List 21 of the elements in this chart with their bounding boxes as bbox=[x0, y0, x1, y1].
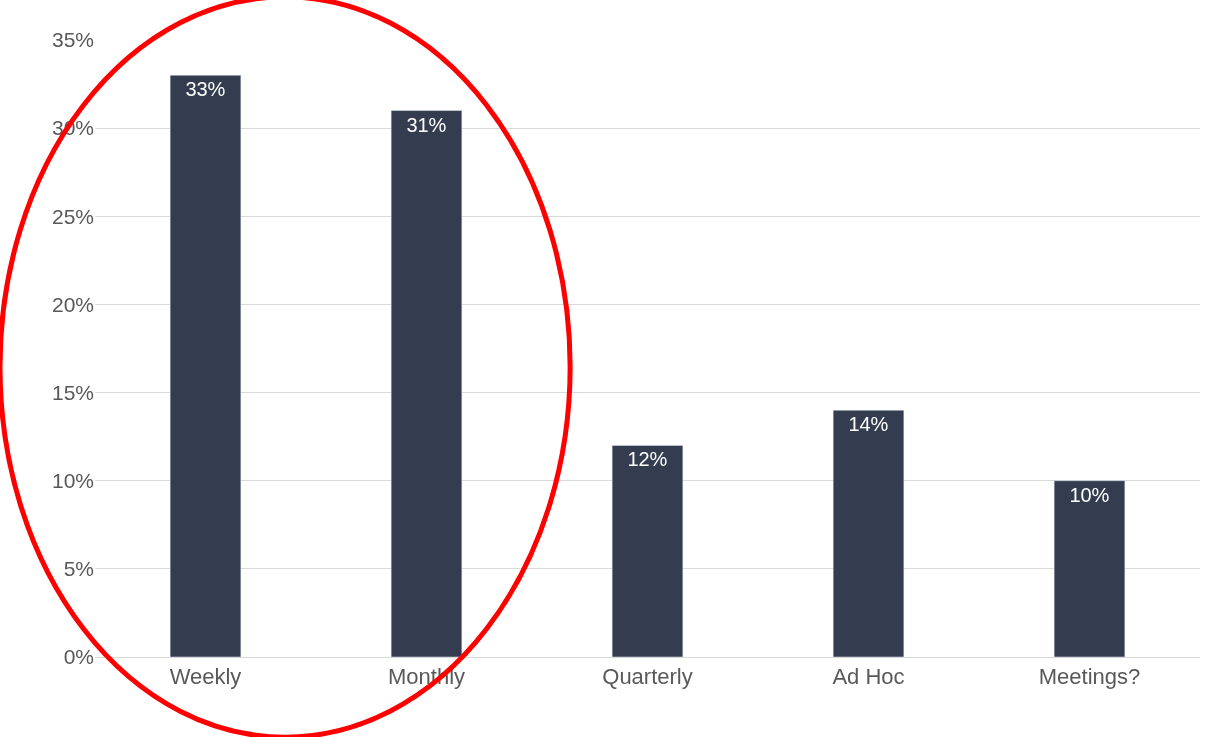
data-label: 10% bbox=[1069, 483, 1110, 506]
data-label: 33% bbox=[185, 78, 226, 101]
x-tick-label: Quarterly bbox=[602, 664, 693, 690]
y-tick-label: 20% bbox=[51, 292, 94, 316]
data-label: 12% bbox=[627, 448, 668, 471]
x-tick-label: Ad Hoc bbox=[832, 664, 905, 690]
bar bbox=[390, 110, 463, 657]
y-tick-label: 5% bbox=[63, 557, 94, 581]
y-tick-label: 10% bbox=[51, 469, 94, 493]
bar bbox=[1053, 480, 1126, 657]
x-tick-label: Meetings? bbox=[1038, 664, 1141, 690]
data-label: 31% bbox=[406, 113, 447, 136]
data-label: 14% bbox=[848, 413, 889, 436]
y-tick-label: 35% bbox=[51, 28, 94, 52]
y-tick-label: 25% bbox=[51, 204, 94, 228]
bar bbox=[832, 409, 905, 657]
y-tick-label: 0% bbox=[63, 645, 94, 669]
bar bbox=[611, 445, 684, 657]
x-tick-label: Weekly bbox=[169, 664, 242, 690]
bar bbox=[169, 75, 242, 657]
y-tick-label: 15% bbox=[51, 380, 94, 404]
